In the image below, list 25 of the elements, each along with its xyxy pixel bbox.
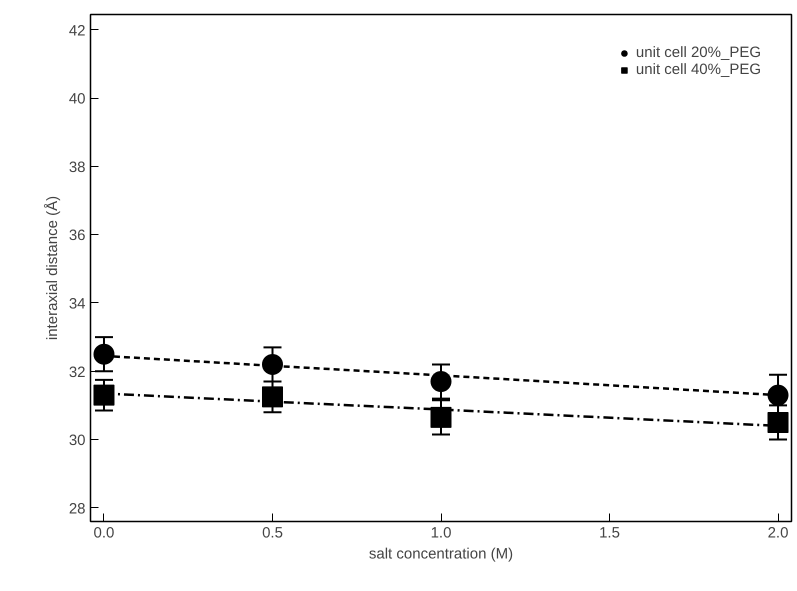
y-tick-label: 42 xyxy=(68,22,86,40)
point xyxy=(93,344,114,365)
x-axis-title: salt concentration (M) xyxy=(368,546,514,562)
legend-label: unit cell 20%_PEG xyxy=(636,44,761,61)
x-tick-label: 0.0 xyxy=(94,524,114,542)
y-tick-label: 34 xyxy=(68,295,86,312)
y-tick-label: 32 xyxy=(68,364,86,381)
point xyxy=(430,371,452,392)
legend-label: unit cell 40%_PEG xyxy=(636,61,761,78)
point xyxy=(768,384,789,406)
y-tick-label: 38 xyxy=(68,158,86,176)
x-tick-label: 2.0 xyxy=(768,524,788,542)
point xyxy=(262,386,283,408)
y-tick-label: 28 xyxy=(68,500,86,518)
x-tick-label: 0.5 xyxy=(262,524,283,542)
y-tick-label: 36 xyxy=(68,227,86,244)
point xyxy=(262,354,283,375)
x-tick-label: 1.0 xyxy=(430,524,452,542)
x-tick-label: 1.5 xyxy=(599,524,620,542)
y-tick-label: 30 xyxy=(68,432,86,450)
y-tick-label: 40 xyxy=(68,90,86,108)
point xyxy=(768,412,789,433)
point xyxy=(430,406,452,428)
y-axis-title: interaxial distance (Å) xyxy=(42,196,61,340)
point xyxy=(93,384,114,406)
